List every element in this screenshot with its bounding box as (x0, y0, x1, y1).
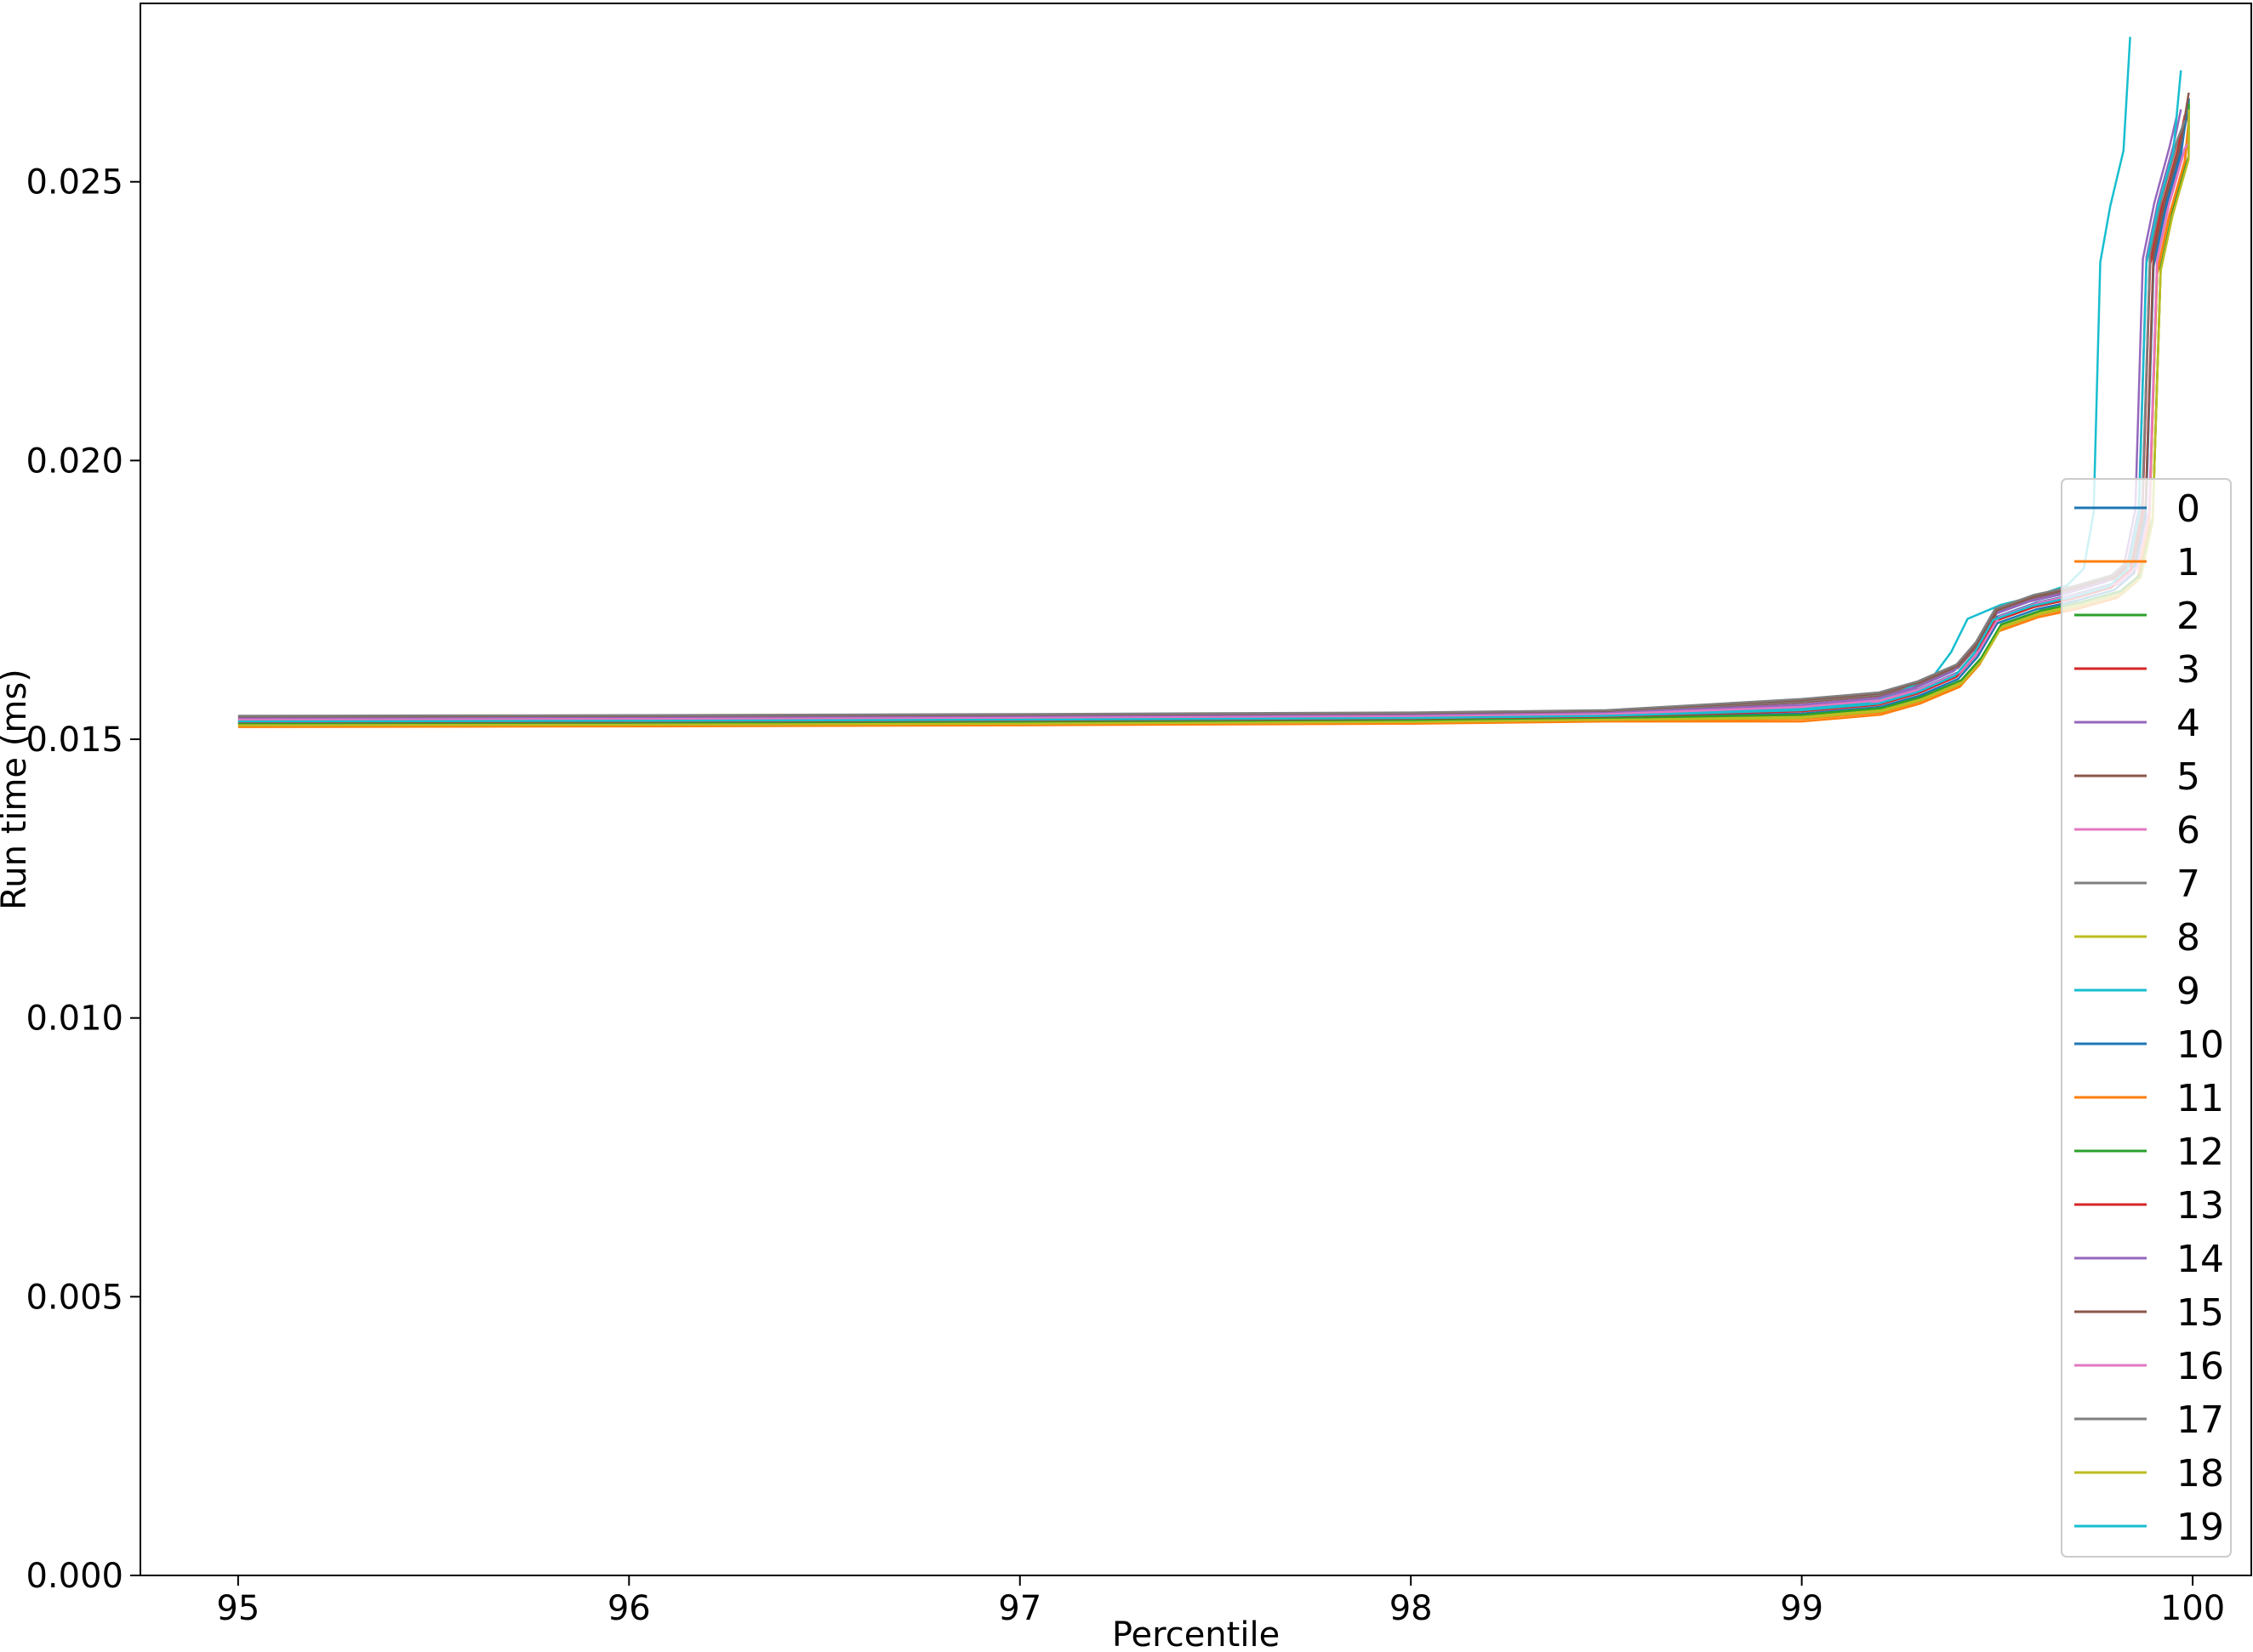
legend-label-3: 3 (2176, 648, 2200, 692)
x-tick-label: 98 (1389, 1589, 1433, 1628)
x-tick-label: 95 (216, 1589, 260, 1628)
legend-label-18: 18 (2176, 1452, 2224, 1495)
x-tick-label: 100 (2160, 1589, 2225, 1628)
x-tick-label: 96 (607, 1589, 651, 1628)
series-line-17 (237, 120, 2187, 717)
legend-label-1: 1 (2176, 541, 2200, 584)
series-line-14 (237, 109, 2182, 721)
y-tick-label: 0.020 (26, 441, 123, 481)
plot-frame (140, 3, 2252, 1576)
y-tick-label: 0.025 (26, 163, 123, 202)
series-line-16 (237, 142, 2190, 721)
legend-label-7: 7 (2176, 863, 2200, 906)
legend-label-8: 8 (2176, 916, 2200, 960)
x-tick-label: 97 (998, 1589, 1041, 1628)
y-tick-label: 0.015 (26, 721, 123, 760)
legend-label-17: 17 (2176, 1399, 2224, 1442)
legend-label-4: 4 (2176, 702, 2200, 745)
legend-box (2061, 478, 2232, 1558)
x-axis-label: Percentile (1112, 1615, 1280, 1652)
legend-label-14: 14 (2176, 1238, 2224, 1281)
legend-label-15: 15 (2176, 1291, 2224, 1335)
series-line-18 (237, 109, 2190, 726)
y-tick-label: 0.000 (26, 1557, 123, 1596)
y-axis: 0.000 0.005 0.010 0.015 0.020 0.025 (26, 163, 140, 1596)
legend-label-12: 12 (2176, 1131, 2224, 1174)
y-tick-label: 0.005 (26, 1278, 123, 1317)
legend-label-0: 0 (2176, 487, 2200, 531)
legend-label-2: 2 (2176, 595, 2200, 638)
y-tick-label: 0.010 (26, 1000, 123, 1039)
series-line-19 (237, 70, 2182, 723)
legend-label-19: 19 (2176, 1506, 2224, 1549)
legend-label-6: 6 (2176, 809, 2200, 852)
legend-label-5: 5 (2176, 755, 2200, 799)
y-axis-label: Run time (ms) (0, 669, 34, 910)
series-layer (237, 37, 2190, 728)
legend-label-10: 10 (2176, 1023, 2224, 1067)
x-axis: 95 96 97 98 99 100 (216, 1575, 2225, 1628)
x-tick-label: 99 (1780, 1589, 1823, 1628)
legend-label-9: 9 (2176, 970, 2200, 1013)
legend-label-13: 13 (2176, 1184, 2224, 1228)
legend-label-11: 11 (2176, 1077, 2224, 1120)
legend-label-16: 16 (2176, 1345, 2224, 1388)
